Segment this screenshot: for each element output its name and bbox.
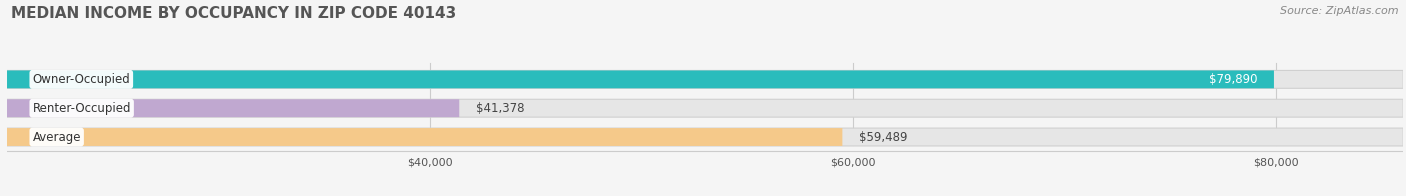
Text: Source: ZipAtlas.com: Source: ZipAtlas.com (1281, 6, 1399, 16)
Text: MEDIAN INCOME BY OCCUPANCY IN ZIP CODE 40143: MEDIAN INCOME BY OCCUPANCY IN ZIP CODE 4… (11, 6, 457, 21)
FancyBboxPatch shape (7, 70, 1403, 88)
FancyBboxPatch shape (7, 70, 1274, 88)
FancyBboxPatch shape (7, 128, 1403, 146)
Text: Average: Average (32, 131, 82, 143)
Text: Renter-Occupied: Renter-Occupied (32, 102, 131, 115)
Text: $59,489: $59,489 (859, 131, 908, 143)
FancyBboxPatch shape (7, 128, 842, 146)
Text: $41,378: $41,378 (477, 102, 524, 115)
Text: $79,890: $79,890 (1209, 73, 1257, 86)
FancyBboxPatch shape (7, 99, 460, 117)
Text: Owner-Occupied: Owner-Occupied (32, 73, 131, 86)
FancyBboxPatch shape (7, 99, 1403, 117)
